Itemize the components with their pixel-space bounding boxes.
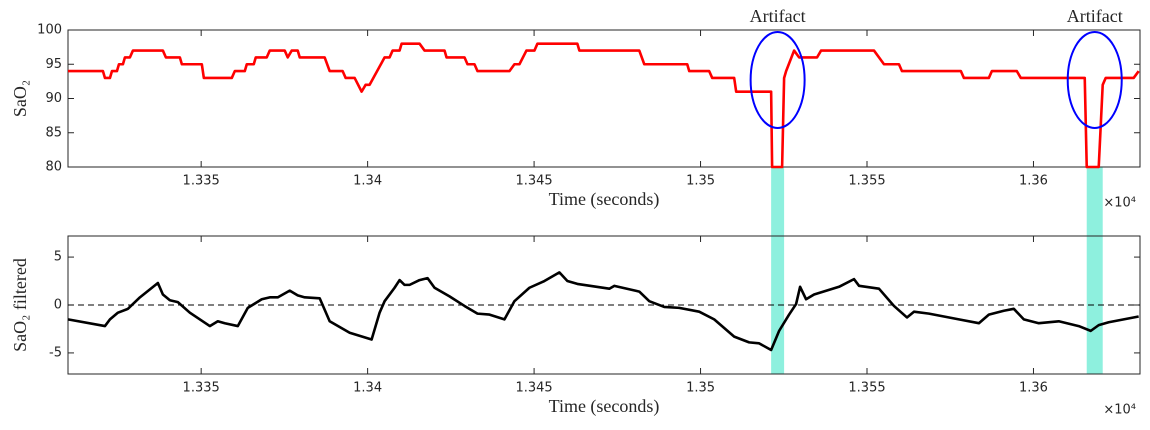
artifact-label: Artifact — [750, 6, 806, 26]
artifact-ellipse — [749, 31, 806, 129]
y-tick-label: 100 — [37, 23, 62, 38]
x-tick-label: 1.335 — [183, 381, 220, 396]
y-tick-label: 0 — [54, 298, 62, 313]
y-tick-label: 80 — [45, 160, 62, 175]
y-tick-label: 5 — [54, 250, 62, 265]
data-line — [67, 271, 1139, 352]
y-tick-label: 90 — [45, 91, 62, 106]
y-axis-label: SaO₂ — [10, 80, 30, 117]
y-tick-label: 95 — [45, 57, 62, 72]
x-tick-label: 1.35 — [686, 174, 715, 189]
x-tick-label: 1.36 — [1019, 174, 1048, 189]
x-exponent: ×10⁴ — [1103, 403, 1136, 418]
data-line — [68, 42, 1140, 169]
x-tick-label: 1.345 — [515, 174, 552, 189]
artifact-label: Artifact — [1067, 6, 1123, 26]
x-tick-label: 1.335 — [183, 174, 220, 189]
y-tick-label: -5 — [49, 345, 62, 360]
x-tick-label: 1.36 — [1019, 381, 1048, 396]
artifact-ellipse — [1066, 31, 1123, 129]
artifact-span — [1086, 167, 1103, 374]
x-exponent: ×10⁴ — [1103, 196, 1136, 211]
x-tick-label: 1.34 — [353, 174, 382, 189]
x-tick-label: 1.355 — [848, 174, 885, 189]
y-tick-label: 85 — [45, 125, 62, 140]
x-tick-label: 1.355 — [848, 381, 885, 396]
x-tick-label: 1.35 — [686, 381, 715, 396]
x-axis-label: Time (seconds) — [549, 189, 660, 210]
x-tick-label: 1.345 — [515, 381, 552, 396]
y-axis-label: SaO₂ filtered — [10, 258, 30, 352]
x-tick-label: 1.34 — [353, 381, 382, 396]
artifact-span — [771, 167, 785, 374]
x-axis-label: Time (seconds) — [549, 396, 660, 417]
